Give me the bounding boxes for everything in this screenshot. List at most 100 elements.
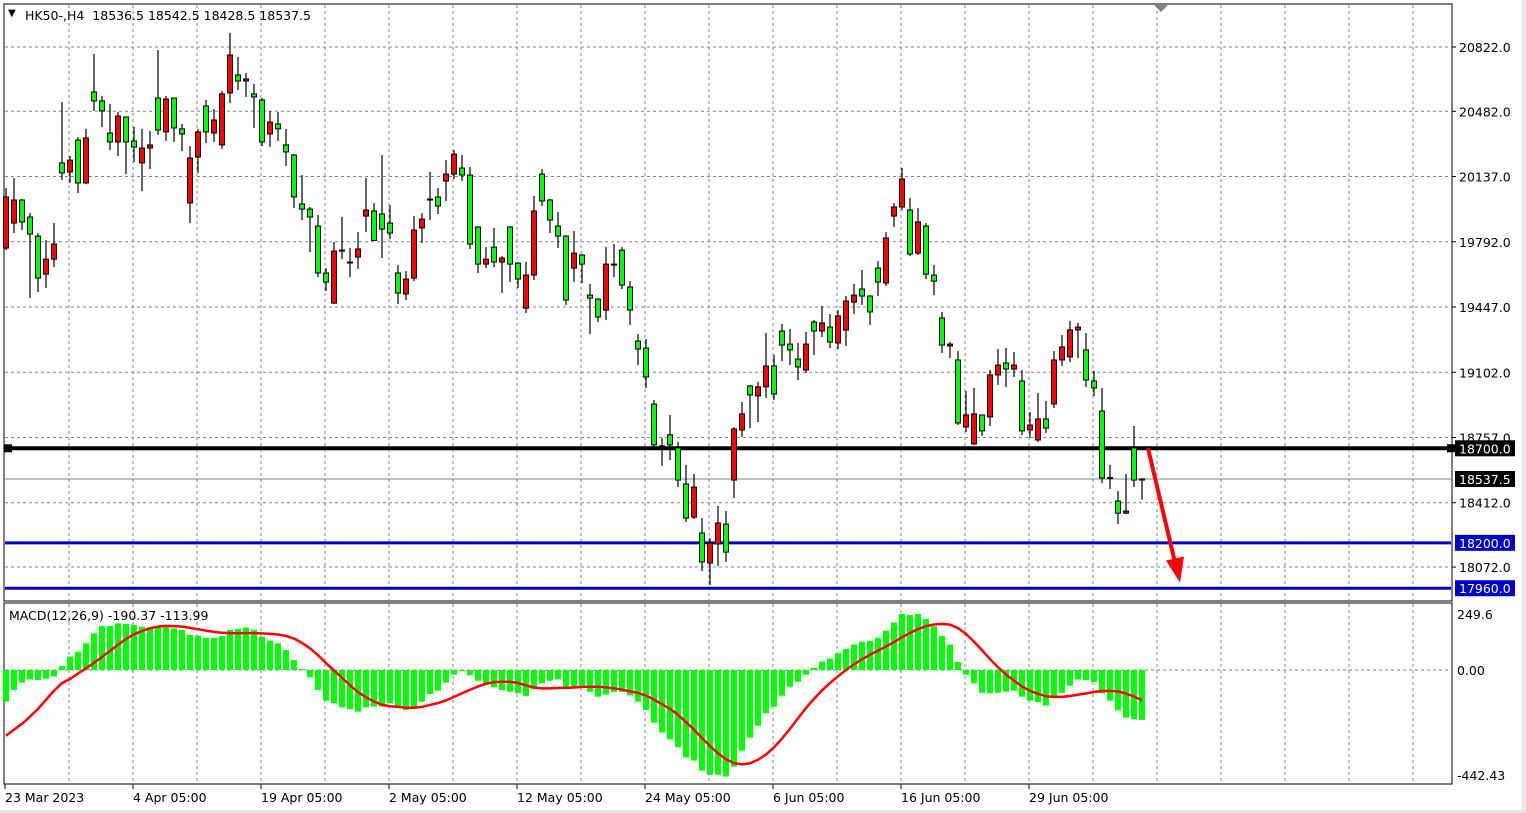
- candle: [595, 298, 601, 323]
- candle: [123, 116, 129, 175]
- macd-histogram-bar: [899, 613, 905, 670]
- candle-body: [211, 119, 217, 134]
- macd-histogram-bar: [835, 653, 841, 670]
- candle: [147, 130, 153, 169]
- support-price-label-bg: [1455, 534, 1515, 551]
- candle: [787, 328, 793, 366]
- candle: [899, 168, 905, 211]
- macd-histogram-bar: [75, 651, 81, 670]
- candle-body: [483, 258, 489, 265]
- candle: [475, 226, 481, 273]
- candle: [1035, 393, 1041, 442]
- macd-histogram-bar: [1003, 670, 1009, 692]
- time-tick-label: 6 Jun 05:00: [773, 790, 845, 805]
- candle: [131, 126, 137, 162]
- candle: [1107, 464, 1113, 489]
- macd-histogram-bar: [339, 670, 345, 708]
- macd-tick-label: -442.43: [1457, 768, 1505, 783]
- candle: [35, 233, 41, 293]
- candle-body: [139, 147, 145, 164]
- candle-body: [99, 100, 105, 112]
- candle: [379, 154, 385, 259]
- candle-body: [627, 286, 633, 311]
- macd-histogram-bar: [1051, 670, 1057, 699]
- macd-histogram-bar: [451, 670, 457, 675]
- price-tick-label: 20482.0: [1459, 104, 1511, 119]
- macd-histogram-bar: [819, 661, 825, 670]
- macd-histogram-bar: [411, 670, 417, 709]
- candle-body: [363, 209, 369, 217]
- candle: [739, 401, 745, 437]
- macd-histogram-bar: [467, 670, 473, 676]
- candle: [779, 324, 785, 362]
- macd-histogram-bar: [755, 670, 761, 726]
- candle-body: [795, 358, 801, 368]
- candle: [667, 415, 673, 461]
- candle: [355, 232, 361, 270]
- candle: [1059, 335, 1065, 367]
- candle-body: [171, 97, 177, 129]
- candle: [947, 342, 953, 359]
- macd-histogram-bar: [1035, 670, 1041, 703]
- candle-body: [619, 249, 625, 286]
- macd-histogram-bar: [747, 670, 753, 738]
- macd-histogram-bar: [35, 670, 41, 680]
- macd-histogram-bar: [667, 670, 673, 740]
- macd-histogram-bar: [675, 670, 681, 748]
- candle: [99, 95, 105, 127]
- candle-body: [763, 365, 769, 388]
- candle-body: [571, 252, 577, 269]
- candle-body: [723, 523, 729, 553]
- candle: [619, 247, 625, 290]
- macd-histogram-bar: [827, 658, 833, 670]
- candle: [931, 265, 937, 296]
- time-tick-label: 16 Jun 05:00: [901, 790, 980, 805]
- macd-histogram-bar: [459, 670, 465, 671]
- candle: [171, 97, 177, 142]
- macd-histogram-bar: [907, 615, 913, 670]
- candle: [907, 197, 913, 257]
- candle: [1099, 387, 1105, 484]
- macd-histogram-bar: [771, 670, 777, 707]
- candle-body: [963, 414, 969, 428]
- candle-body: [347, 261, 353, 264]
- candle: [411, 216, 417, 282]
- candle-body: [91, 91, 97, 102]
- candle: [1131, 425, 1137, 488]
- candle-body: [427, 198, 433, 201]
- candle-body: [387, 222, 393, 234]
- candle-body: [107, 132, 113, 143]
- candle-body: [1075, 326, 1081, 331]
- candle-body: [467, 174, 473, 245]
- macd-histogram-bar: [1107, 670, 1113, 701]
- macd-histogram-bar: [347, 670, 353, 710]
- macd-histogram-bar: [27, 670, 33, 680]
- macd-main-value: -190.37: [107, 608, 157, 623]
- macd-histogram-bar: [51, 670, 57, 677]
- candle-body: [859, 288, 865, 297]
- candle: [1075, 322, 1081, 359]
- time-tick-label: 23 Mar 2023: [5, 790, 84, 805]
- triangle-down-icon[interactable]: ▼: [8, 8, 16, 19]
- candle: [995, 349, 1001, 385]
- price-tick-label: 18412.0: [1459, 496, 1511, 511]
- candle: [83, 128, 89, 184]
- candle-body: [667, 434, 673, 446]
- macd-histogram-bar: [419, 670, 425, 702]
- macd-histogram-bar: [547, 670, 553, 681]
- line-handle: [1447, 444, 1455, 453]
- candle: [507, 226, 513, 283]
- candle-body: [1091, 380, 1097, 389]
- candle-body: [19, 199, 25, 223]
- candle: [939, 311, 945, 353]
- macd-histogram-bar: [603, 670, 609, 695]
- price-tick-label: 18072.0: [1459, 560, 1511, 575]
- candle-body: [499, 257, 505, 263]
- candle: [515, 262, 521, 288]
- macd-histogram-bar: [19, 670, 25, 683]
- candle: [75, 137, 81, 193]
- macd-tick-label: 0.00: [1457, 663, 1485, 678]
- candle: [1019, 369, 1025, 435]
